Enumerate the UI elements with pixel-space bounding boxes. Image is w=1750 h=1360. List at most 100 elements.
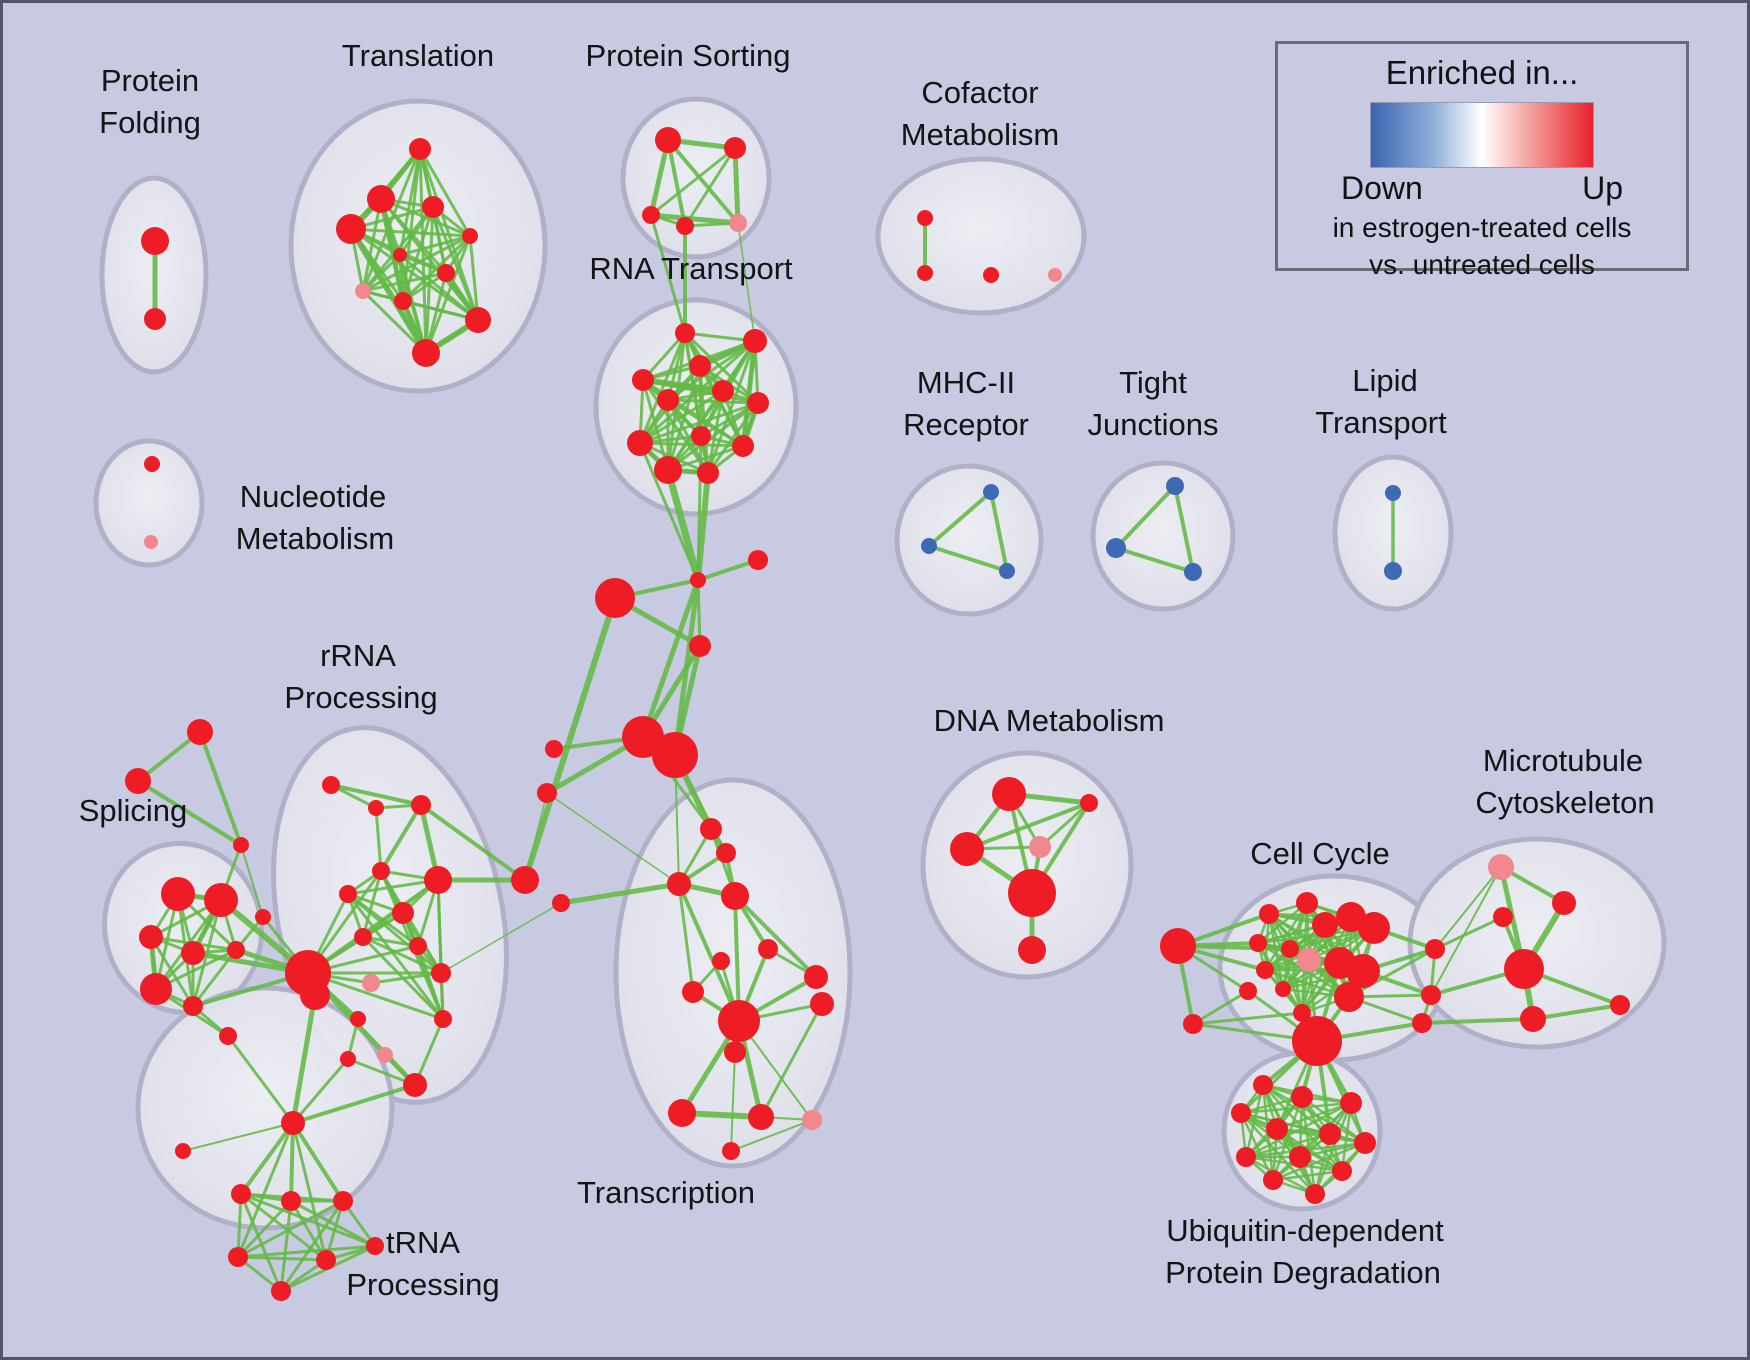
node-MT2[interactable]	[1493, 907, 1513, 927]
node-R4[interactable]	[372, 862, 390, 880]
node-U4[interactable]	[1231, 1103, 1251, 1123]
node-S5[interactable]	[140, 973, 172, 1005]
node-RT8[interactable]	[691, 426, 711, 446]
node-MH3[interactable]	[999, 563, 1015, 579]
node-MT1[interactable]	[1552, 891, 1576, 915]
node-MT3[interactable]	[1520, 1006, 1546, 1032]
node-MB2[interactable]	[1421, 985, 1441, 1005]
node-S6[interactable]	[183, 996, 203, 1016]
node-U3[interactable]	[1340, 1092, 1362, 1114]
node-R1[interactable]	[322, 776, 340, 794]
node-N4[interactable]	[1029, 836, 1051, 858]
node-J2[interactable]	[689, 635, 711, 657]
node-U8[interactable]	[1236, 1147, 1256, 1167]
node-R14[interactable]	[340, 1051, 356, 1067]
node-B[interactable]	[125, 768, 151, 794]
node-T11[interactable]	[412, 339, 440, 367]
node-TL1[interactable]	[545, 740, 563, 758]
node-TN6[interactable]	[271, 1281, 291, 1301]
node-MB3[interactable]	[1412, 1013, 1432, 1033]
node-TRight[interactable]	[721, 882, 749, 910]
node-TL3[interactable]	[682, 981, 704, 1003]
node-S1[interactable]	[161, 877, 195, 911]
node-T4[interactable]	[422, 196, 444, 218]
node-N1[interactable]	[992, 777, 1026, 811]
node-RT12[interactable]	[697, 462, 719, 484]
node-RT7[interactable]	[747, 392, 769, 414]
node-R2[interactable]	[368, 800, 384, 816]
node-MT4[interactable]	[1610, 995, 1630, 1015]
node-TBL[interactable]	[668, 1099, 696, 1127]
node-TN5[interactable]	[316, 1250, 336, 1270]
node-B1[interactable]	[595, 578, 635, 618]
node-U12[interactable]	[1305, 1184, 1325, 1204]
node-CC11[interactable]	[1239, 982, 1257, 1000]
node-CC5[interactable]	[1358, 912, 1390, 944]
node-MTG[interactable]	[1504, 949, 1544, 989]
node-TN4[interactable]	[228, 1247, 248, 1267]
node-CC10[interactable]	[1346, 954, 1380, 988]
node-R5[interactable]	[424, 866, 452, 894]
node-R8[interactable]	[392, 902, 414, 924]
node-T5[interactable]	[462, 228, 478, 244]
node-TMid[interactable]	[667, 872, 691, 896]
node-T9[interactable]	[394, 292, 412, 310]
node-R3[interactable]	[411, 795, 431, 815]
node-CCP[interactable]	[1297, 948, 1321, 972]
node-MH2[interactable]	[921, 538, 937, 554]
node-U10[interactable]	[1263, 1170, 1283, 1190]
node-TN2[interactable]	[281, 1191, 301, 1211]
node-CC13[interactable]	[1293, 1004, 1311, 1022]
node-A[interactable]	[187, 719, 213, 745]
node-PS1[interactable]	[655, 127, 681, 153]
node-CF1[interactable]	[917, 210, 933, 226]
node-S3[interactable]	[139, 925, 163, 949]
node-N5[interactable]	[1008, 869, 1056, 917]
node-PS4[interactable]	[676, 217, 694, 235]
node-TJb[interactable]	[1106, 538, 1126, 558]
node-RT6[interactable]	[712, 380, 734, 402]
node-RT1[interactable]	[675, 323, 695, 343]
node-TN7[interactable]	[366, 1237, 384, 1255]
node-LTb[interactable]	[1384, 562, 1402, 580]
node-PS3[interactable]	[642, 206, 660, 224]
node-MH1[interactable]	[983, 484, 999, 500]
node-TJc[interactable]	[1184, 563, 1202, 581]
node-CC8[interactable]	[1256, 961, 1274, 979]
node-L1[interactable]	[255, 909, 271, 925]
node-R10[interactable]	[409, 937, 427, 955]
node-U1[interactable]	[1253, 1075, 1273, 1095]
node-CCL2[interactable]	[1183, 1014, 1203, 1034]
node-MB1[interactable]	[1425, 939, 1445, 959]
node-PF2[interactable]	[144, 308, 166, 330]
node-TB1[interactable]	[724, 1041, 746, 1063]
node-RT4[interactable]	[689, 355, 711, 377]
node-G2[interactable]	[652, 732, 698, 778]
node-R7[interactable]	[354, 928, 372, 946]
node-NM1[interactable]	[144, 456, 160, 472]
node-CC1[interactable]	[1259, 904, 1279, 924]
node-NM2[interactable]	[144, 535, 158, 549]
node-TL2[interactable]	[537, 783, 557, 803]
node-D1[interactable]	[281, 1111, 305, 1135]
node-T2[interactable]	[367, 185, 395, 213]
node-CC6[interactable]	[1249, 934, 1267, 952]
node-RT10[interactable]	[732, 435, 754, 457]
node-R13[interactable]	[377, 1047, 393, 1063]
node-TR2[interactable]	[758, 939, 778, 959]
node-PS2[interactable]	[724, 137, 746, 159]
node-T10[interactable]	[465, 307, 491, 333]
node-TJa[interactable]	[1166, 477, 1184, 495]
node-MTP[interactable]	[1488, 854, 1514, 880]
node-T7[interactable]	[437, 264, 455, 282]
node-CC2[interactable]	[1296, 892, 1318, 914]
node-TRE2[interactable]	[810, 992, 834, 1016]
node-CF4[interactable]	[1048, 268, 1062, 282]
node-THub[interactable]	[718, 1000, 760, 1042]
node-TN1[interactable]	[231, 1184, 251, 1204]
node-T3[interactable]	[336, 214, 366, 244]
node-CC14[interactable]	[1334, 982, 1364, 1012]
node-U11[interactable]	[1332, 1161, 1352, 1181]
node-R16[interactable]	[434, 1010, 452, 1028]
node-PF1[interactable]	[141, 227, 169, 255]
